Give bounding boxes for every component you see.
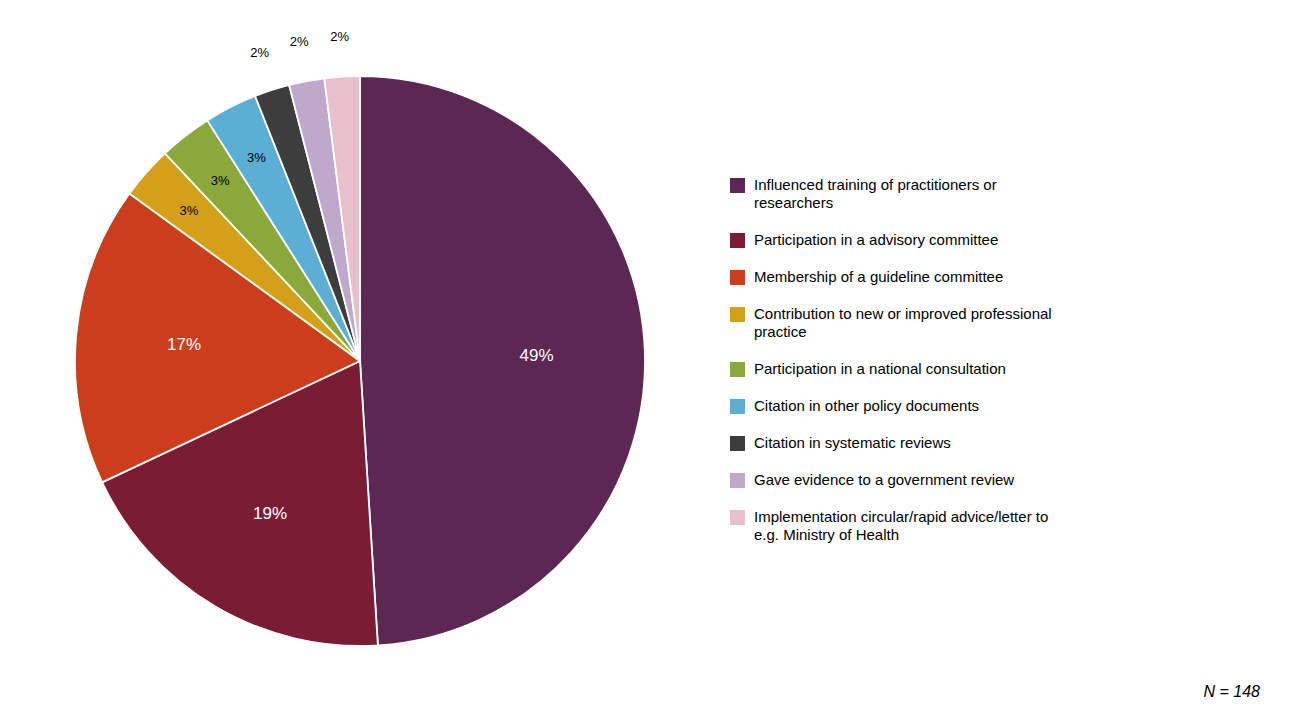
legend-item: Membership of a guideline committee [730,268,1003,285]
pie-slice [360,76,645,645]
legend-label: Gave evidence to a government review [754,471,1014,488]
legend-label: Citation in other policy documents [754,397,979,414]
legend-label-line: Contribution to new or improved professi… [754,305,1052,322]
legend-swatch [730,178,745,193]
legend-label-line: Participation in a advisory committee [754,231,998,248]
legend-swatch [730,510,745,525]
pie-slice [324,76,360,361]
data-label: 19% [253,504,287,523]
annotation: N = 148 [1204,683,1261,700]
legend-item: Participation in a advisory committee [730,231,998,248]
legend-label-line: Citation in systematic reviews [754,434,951,451]
legend-item: Citation in systematic reviews [730,434,951,451]
legend-swatch [730,307,745,322]
legend-label-line: practice [754,323,807,340]
pie [75,76,645,646]
data-label: 2% [330,29,349,44]
legend-label-line: Gave evidence to a government review [754,471,1014,488]
legend-label-line: researchers [754,194,833,211]
data-label: 3% [247,150,266,165]
legend-label-line: Participation in a national consultation [754,360,1006,377]
chart: 49% 19% 17% 3% 3% 3% 2% 2% 2% Influenced training… [0,0,1300,722]
legend-item: Gave evidence to a government review [730,471,1014,488]
data-label: 3% [211,173,230,188]
legend-label-line: Influenced training of practitioners or [754,176,997,193]
legend-item: Influenced training of practitioners orr… [730,176,997,211]
legend-label: Implementation circular/rapid advice/let… [754,508,1048,543]
legend-label: Contribution to new or improved professi… [754,305,1052,340]
legend-swatch [730,270,745,285]
data-labels: 49% 19% 17% 3% 3% 3% 2% 2% 2% [167,29,554,522]
legend-label: Participation in a national consultation [754,360,1006,377]
data-label: 2% [250,45,269,60]
data-label: 17% [167,335,201,354]
legend-label-line: Citation in other policy documents [754,397,979,414]
legend-swatch [730,473,745,488]
legend-label-line: Membership of a guideline committee [754,268,1003,285]
legend-item: Contribution to new or improved professi… [730,305,1052,340]
data-label: 2% [290,34,309,49]
legend-label: Participation in a advisory committee [754,231,998,248]
legend-label: Influenced training of practitioners orr… [754,176,997,211]
data-label: 3% [180,203,199,218]
legend-swatch [730,233,745,248]
legend-label: Citation in systematic reviews [754,434,951,451]
data-label: 49% [520,346,554,365]
legend-swatch [730,399,745,414]
legend-swatch [730,436,745,451]
legend-item: Implementation circular/rapid advice/let… [730,508,1048,543]
legend-label-line: Implementation circular/rapid advice/let… [754,508,1048,525]
legend-swatch [730,362,745,377]
legend: Influenced training of practitioners orr… [730,176,1052,543]
legend-item: Participation in a national consultation [730,360,1006,377]
legend-item: Citation in other policy documents [730,397,979,414]
legend-label: Membership of a guideline committee [754,268,1003,285]
legend-label-line: e.g. Ministry of Health [754,526,899,543]
